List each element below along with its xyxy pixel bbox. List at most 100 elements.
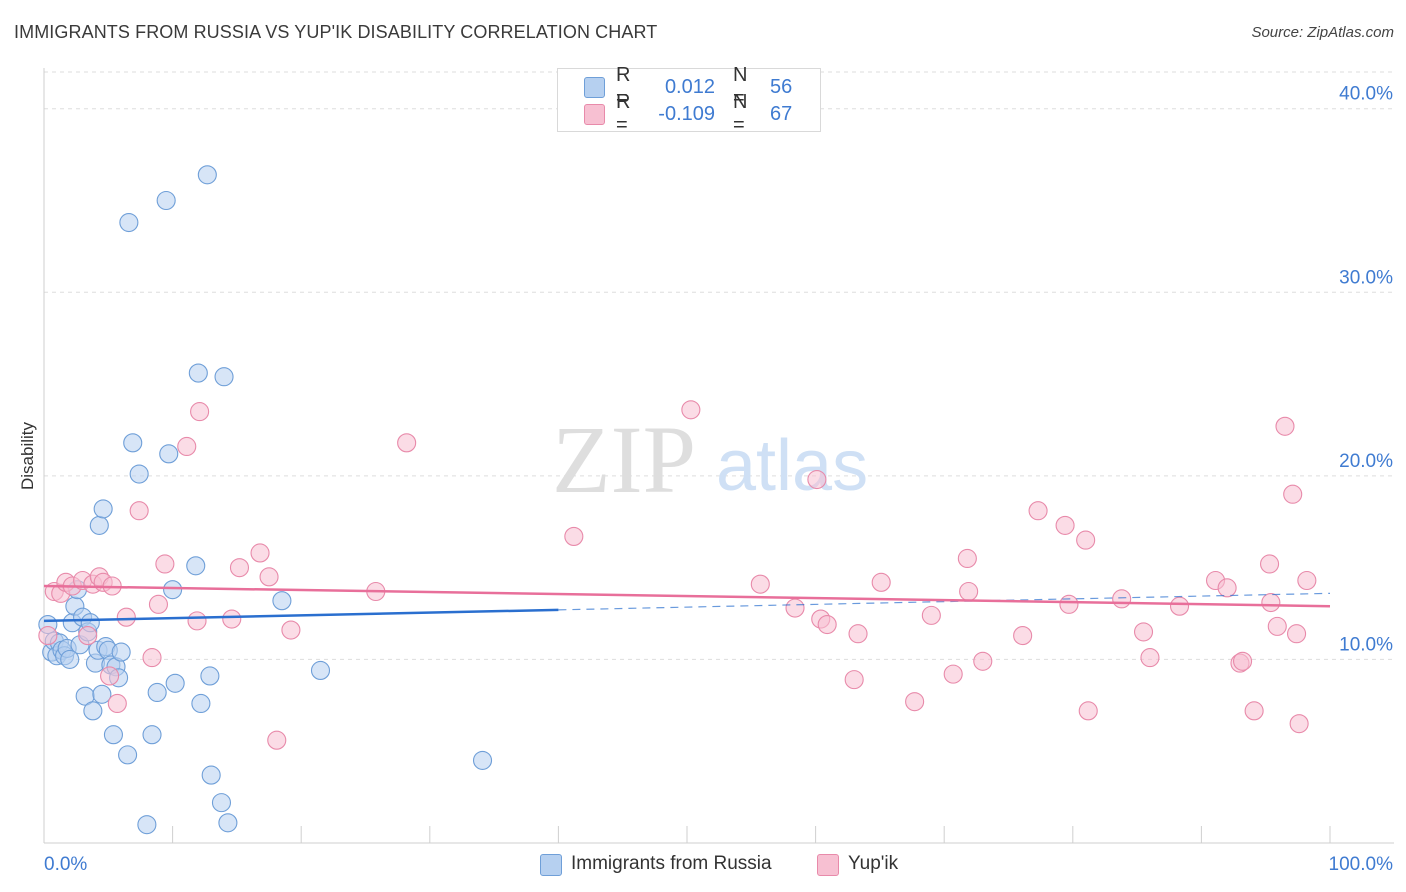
data-point: [564, 526, 584, 546]
data-point: [1112, 589, 1132, 609]
data-point: [229, 558, 250, 578]
n-value: 56: [770, 75, 793, 98]
n-value: 67: [770, 102, 793, 125]
data-point: [397, 433, 417, 453]
data-point: [1169, 596, 1190, 616]
chart-title: IMMIGRANTS FROM RUSSIA VS YUP'IK DISABIL…: [14, 22, 658, 42]
data-point: [259, 567, 279, 587]
data-point: [156, 190, 176, 211]
data-point: [1283, 484, 1303, 504]
data-point: [163, 580, 183, 600]
data-point: [1028, 501, 1048, 521]
data-point: [188, 363, 208, 383]
data-point: [111, 642, 131, 662]
data-point: [1287, 624, 1307, 644]
data-point: [1076, 530, 1096, 550]
data-point: [155, 554, 175, 574]
data-point: [1297, 570, 1317, 591]
data-point: [1140, 648, 1160, 668]
data-point: [871, 572, 891, 592]
data-point: [107, 693, 127, 714]
data-point: [165, 673, 185, 693]
data-point: [1267, 616, 1287, 636]
data-point: [848, 624, 868, 644]
watermark-atlas: atlas: [716, 426, 868, 506]
data-point: [1260, 554, 1280, 574]
data-point: [60, 649, 80, 669]
data-point: [957, 548, 977, 569]
watermark: ZIP atlas: [552, 406, 868, 513]
data-point: [201, 765, 221, 785]
data-point: [785, 598, 805, 618]
y-tick-label: 10.0%: [1339, 634, 1393, 655]
data-point: [103, 725, 123, 745]
data-point: [159, 444, 179, 464]
axes: [43, 68, 1394, 844]
data-point: [190, 402, 210, 422]
data-point: [148, 594, 169, 614]
data-point: [1289, 714, 1309, 734]
r-value: 0.012: [664, 75, 715, 98]
data-point: [310, 660, 331, 680]
x-tick-label: 0.0%: [44, 854, 87, 875]
data-point: [973, 651, 993, 671]
data-point: [89, 515, 109, 535]
data-point: [844, 670, 864, 690]
y-tick-label: 40.0%: [1339, 84, 1393, 105]
data-point: [1217, 578, 1237, 598]
data-point: [281, 620, 301, 640]
data-point: [218, 813, 238, 833]
data-point: [272, 591, 292, 611]
data-point: [129, 501, 149, 521]
watermark-zip: ZIP: [552, 406, 696, 513]
r-label: R =: [616, 64, 631, 109]
data-point: [1244, 701, 1264, 721]
data-point: [1275, 416, 1295, 436]
data-point: [817, 614, 837, 635]
trend-line-immigrants-from-russia: [43, 608, 559, 623]
data-point: [1055, 515, 1075, 535]
data-point: [177, 436, 197, 457]
n-label: N =: [733, 91, 748, 136]
r-label: R =: [616, 91, 631, 136]
data-point: [123, 433, 143, 453]
data-point: [943, 664, 963, 684]
data-point: [1059, 594, 1079, 614]
data-point: [197, 165, 217, 185]
data-point: [187, 611, 207, 631]
legend-label: Immigrants from Russia: [571, 853, 772, 874]
data-point: [142, 648, 162, 668]
data-point: [93, 499, 113, 519]
data-point: [78, 626, 98, 646]
data-point: [1233, 651, 1253, 671]
legend-label: Yup'ik: [848, 853, 899, 874]
correlation-legend: R = 0.012 N = 56 R = -0.109 N = 67: [557, 64, 821, 136]
data-point: [200, 666, 220, 686]
data-point: [1078, 701, 1098, 721]
trend-line-yupik: [43, 584, 1331, 608]
data-point: [142, 725, 162, 745]
data-point: [186, 556, 206, 576]
chart-source: Source: ZipAtlas.com: [1251, 24, 1394, 41]
data-point: [750, 574, 770, 594]
data-point: [222, 609, 242, 629]
r-value: -0.109: [658, 102, 715, 125]
trend-line-extension: [558, 592, 1331, 611]
tick-labels: 10.0% 20.0% 30.0% 40.0% 0.0% 100.0%: [44, 84, 1393, 875]
legend-swatch-blue: [540, 854, 562, 876]
data-point: [681, 400, 701, 420]
data-point: [92, 684, 112, 704]
data-point: [921, 605, 941, 625]
data-point: [191, 693, 211, 714]
data-point: [905, 692, 925, 712]
y-tick-label: 30.0%: [1339, 267, 1393, 288]
data-point: [118, 745, 138, 765]
data-point: [1261, 592, 1281, 613]
series-immigrants-from-russia: [38, 165, 493, 835]
legend-swatch-pink: [817, 854, 839, 876]
data-point: [807, 469, 827, 490]
data-point: [214, 367, 234, 387]
data-point: [267, 730, 287, 750]
data-point: [472, 750, 493, 770]
